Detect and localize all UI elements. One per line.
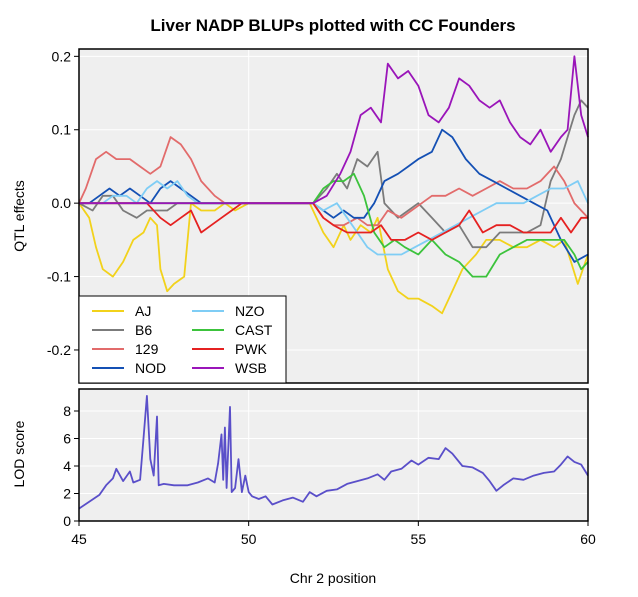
series-line-b6 (78, 99, 589, 249)
legend-label-pwk: PWK (235, 341, 268, 357)
legend-label-b6: B6 (135, 322, 152, 338)
lod-line (78, 394, 589, 510)
series-line-aj (78, 202, 589, 315)
series-line-pwk (79, 202, 588, 241)
lod-plot-border (78, 388, 589, 522)
series-line-nod (79, 128, 589, 263)
y-tick-label: -0.1 (47, 269, 71, 285)
y-tick-label: 0.2 (52, 48, 72, 64)
x-tick-label: 50 (241, 531, 257, 547)
legend-label-aj: AJ (135, 303, 151, 319)
x-axis-label: Chr 2 position (290, 570, 376, 586)
legend: AJ B6 129 NOD NZO CAST PWK WSB (78, 295, 287, 384)
legend-label-cast: CAST (235, 322, 273, 338)
y-tick-label: 0 (63, 513, 71, 529)
lod-y-axis-label: LOD score (11, 420, 27, 487)
effects-series (78, 55, 589, 315)
effects-y-ticks: -0.2 -0.1 0.0 0.1 0.2 (47, 48, 79, 358)
lod-series (78, 394, 589, 510)
chart-title: Liver NADP BLUPs plotted with CC Founder… (150, 16, 515, 35)
x-tick-label: 45 (71, 531, 87, 547)
y-tick-label: 6 (63, 431, 71, 447)
series-line-nzo (79, 180, 589, 256)
y-tick-label: 2 (63, 486, 71, 502)
y-tick-label: 0.0 (52, 195, 72, 211)
lod-y-ticks: 0 2 4 6 8 (63, 403, 79, 529)
x-tick-label: 55 (411, 531, 427, 547)
x-ticks: 45 50 55 60 (71, 521, 596, 547)
series-line-129 (78, 136, 589, 227)
y-tick-label: 8 (63, 403, 71, 419)
y-tick-label: 0.1 (52, 122, 72, 138)
legend-label-nod: NOD (135, 360, 166, 376)
series-line-wsb (79, 55, 589, 205)
y-tick-label: -0.2 (47, 342, 71, 358)
legend-label-wsb: WSB (235, 360, 267, 376)
effects-plot-border (78, 48, 589, 384)
legend-label-129: 129 (135, 341, 159, 357)
effects-y-axis-label: QTL effects (11, 180, 27, 252)
y-tick-label: 4 (63, 458, 71, 474)
legend-label-nzo: NZO (235, 303, 265, 319)
x-tick-label: 60 (580, 531, 596, 547)
